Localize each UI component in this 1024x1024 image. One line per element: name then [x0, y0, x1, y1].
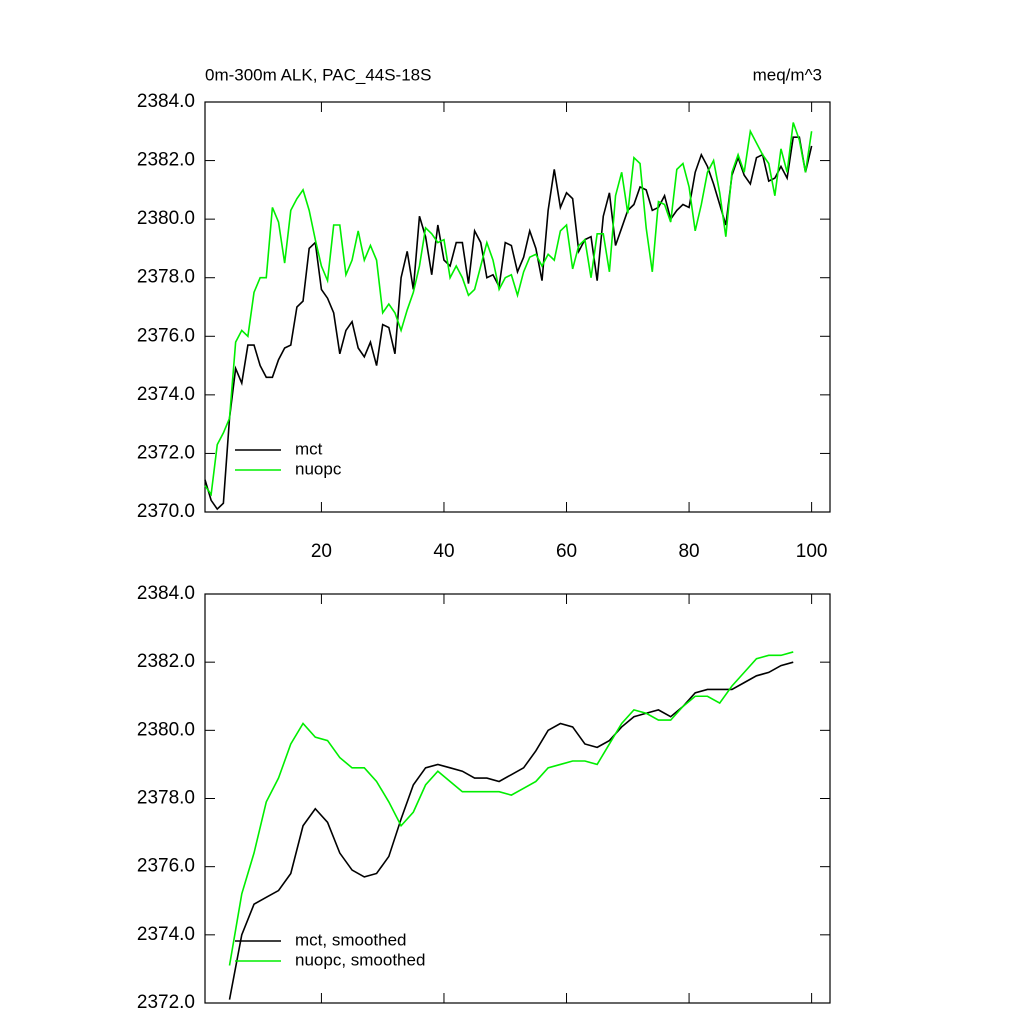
y-tick-label: 2380.0 — [137, 719, 195, 740]
legend-label: nuopc, smoothed — [295, 950, 425, 969]
y-tick-label: 2382.0 — [137, 150, 195, 171]
x-tick-label: 80 — [678, 541, 699, 562]
y-tick-label: 2382.0 — [137, 651, 195, 672]
chart-title: 0m-300m ALK, PAC_44S-18S — [205, 65, 431, 84]
series-line — [228, 661, 794, 1000]
y-tick-label: 2380.0 — [137, 208, 195, 229]
legend-label: mct, smoothed — [295, 930, 407, 949]
legend-label: mct — [295, 439, 323, 458]
y-tick-label: 2384.0 — [137, 583, 195, 604]
x-tick-label: 20 — [311, 541, 332, 562]
y-tick-label: 2374.0 — [137, 924, 195, 945]
series-line — [228, 651, 794, 966]
x-tick-label: 100 — [796, 541, 828, 562]
y-tick-label: 2376.0 — [137, 325, 195, 346]
y-tick-label: 2376.0 — [137, 856, 195, 877]
units-label: meq/m^3 — [753, 65, 822, 84]
x-tick-label: 60 — [556, 541, 577, 562]
y-tick-label: 2378.0 — [137, 267, 195, 288]
plot-frame — [204, 101, 831, 513]
y-tick-label: 2372.0 — [137, 992, 195, 1013]
y-tick-label: 2384.0 — [137, 91, 195, 112]
series-line — [204, 136, 813, 511]
y-tick-label: 2378.0 — [137, 788, 195, 809]
x-tick-label: 40 — [433, 541, 454, 562]
y-tick-label: 2372.0 — [137, 442, 195, 463]
legend-label: nuopc — [295, 459, 342, 478]
y-tick-label: 2370.0 — [137, 501, 195, 522]
y-tick-label: 2374.0 — [137, 384, 195, 405]
series-line — [204, 122, 813, 497]
